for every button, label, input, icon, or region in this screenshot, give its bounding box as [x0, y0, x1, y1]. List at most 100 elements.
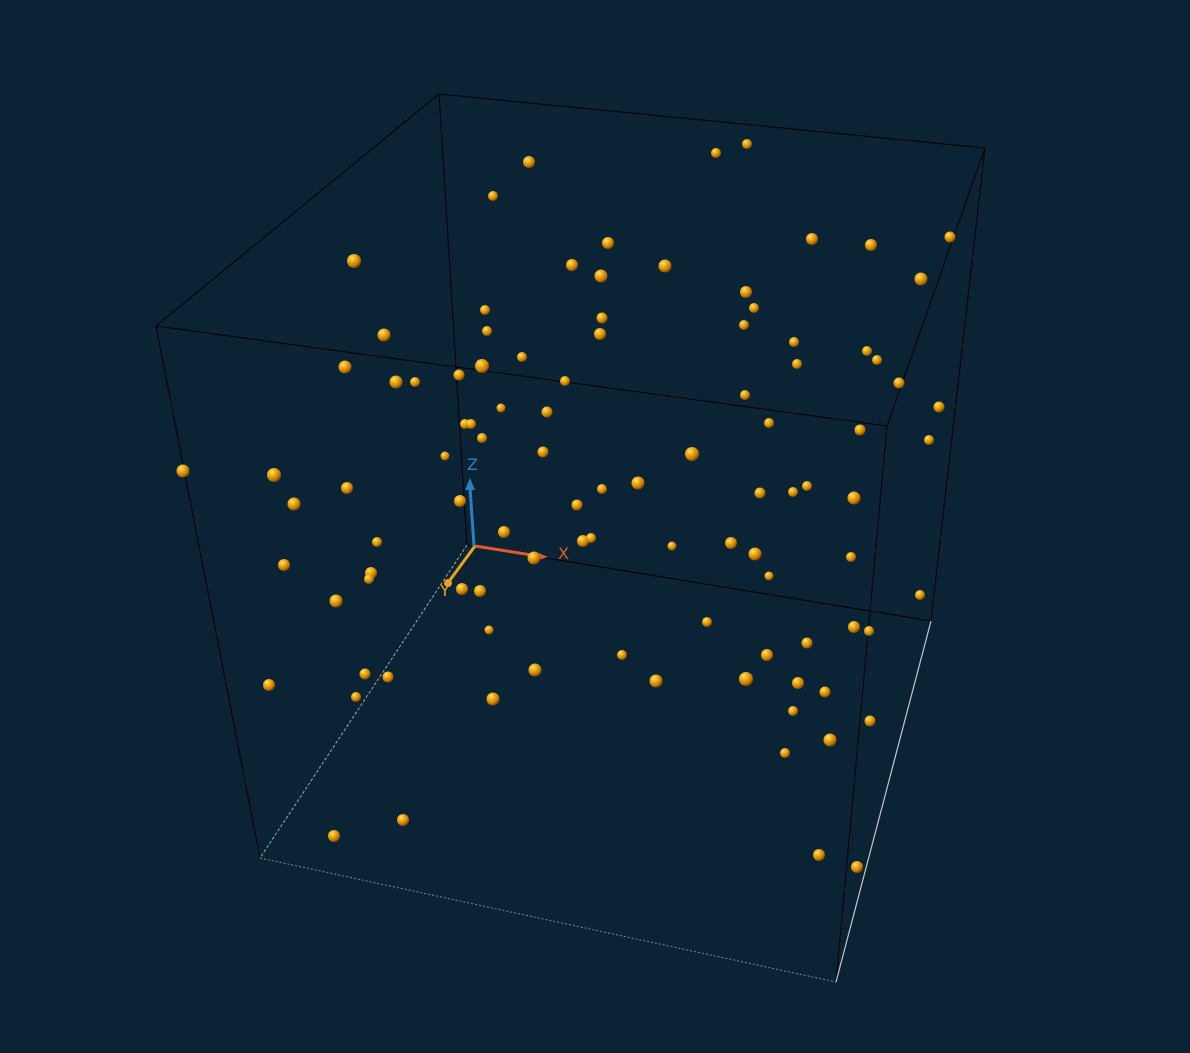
particle-sphere: [739, 320, 749, 330]
particle-sphere: [792, 677, 804, 689]
particle-sphere: [893, 377, 905, 389]
particle-sphere: [496, 403, 506, 413]
particle-sphere: [566, 259, 578, 271]
particle-sphere: [764, 571, 774, 581]
particle-sphere: [389, 375, 403, 389]
particle-sphere: [523, 156, 535, 168]
particle-sphere: [854, 424, 866, 436]
box-edge: [438, 93, 468, 546]
box-edge: [155, 325, 261, 859]
particle-sphere: [862, 346, 872, 356]
particle-sphere: [764, 418, 774, 428]
box-edge: [155, 93, 440, 327]
particle-sphere: [484, 625, 494, 635]
particle-cloud: [176, 139, 956, 873]
particle-sphere: [749, 303, 759, 313]
particle-sphere: [480, 305, 490, 315]
particle-sphere: [667, 541, 677, 551]
box-edge-lit: [835, 620, 932, 983]
particle-sphere: [864, 626, 874, 636]
particle-sphere: [594, 328, 606, 340]
particle-sphere: [617, 650, 627, 660]
particle-sphere: [847, 491, 861, 505]
box-edge-lit: [259, 857, 837, 983]
particle-sphere: [440, 451, 450, 461]
particle-sphere: [872, 355, 882, 365]
particle-sphere: [267, 468, 281, 482]
z-axis-arrow: [465, 478, 475, 490]
y-axis-label: Y: [439, 581, 450, 600]
particle-sphere: [347, 254, 361, 268]
particle-sphere: [560, 376, 570, 386]
particle-sphere: [537, 446, 549, 458]
particle-sphere: [377, 328, 391, 342]
box-edge: [438, 93, 986, 149]
y-axis-line: [448, 545, 477, 581]
particle-sphere: [802, 481, 812, 491]
particle-sphere: [649, 674, 663, 688]
particle-sphere: [789, 337, 799, 347]
particle-sphere: [865, 239, 877, 251]
z-axis-line: [468, 487, 476, 547]
particle-sphere: [924, 435, 934, 445]
particle-sphere: [915, 590, 925, 600]
particle-sphere: [475, 359, 489, 373]
particle-sphere: [711, 148, 721, 158]
particle-sphere: [848, 621, 860, 633]
particle-sphere: [454, 495, 466, 507]
particle-sphere: [761, 649, 773, 661]
particle-sphere: [788, 706, 798, 716]
particle-sphere: [602, 237, 614, 249]
particle-sphere: [780, 748, 790, 758]
particle-sphere: [742, 139, 752, 149]
particle-sphere: [527, 551, 541, 565]
particle-sphere: [740, 286, 752, 298]
particle-sphere: [594, 269, 608, 283]
particle-sphere: [488, 191, 498, 201]
box-edge: [155, 325, 888, 427]
particle-sphere: [372, 537, 382, 547]
particle-sphere: [631, 476, 645, 490]
particle-sphere: [517, 352, 527, 362]
particle-sphere: [658, 259, 672, 273]
particle-sphere: [263, 679, 275, 691]
particle-sphere: [801, 637, 813, 649]
bounding-box: [155, 93, 986, 983]
particle-sphere: [528, 663, 542, 677]
particle-sphere: [278, 559, 290, 571]
particle-sphere: [685, 447, 699, 461]
particle-sphere: [819, 686, 831, 698]
particle-sphere: [754, 487, 766, 499]
particle-sphere: [702, 617, 712, 627]
particle-sphere: [341, 482, 353, 494]
z-axis-label: Z: [467, 455, 478, 474]
particle-sphere: [456, 583, 468, 595]
particle-sphere: [474, 585, 486, 597]
particle-sphere: [914, 272, 928, 286]
particle-sphere: [541, 406, 553, 418]
particle-sphere: [748, 547, 762, 561]
particle-sphere: [933, 401, 945, 413]
particle-sphere: [864, 715, 876, 727]
particle-sphere: [351, 692, 361, 702]
y-axis-arrow: [444, 579, 452, 587]
particle-sphere: [596, 312, 608, 324]
x-axis-line: [474, 544, 539, 558]
box-edge: [930, 147, 986, 622]
box-edge: [835, 425, 888, 983]
particle-sphere: [806, 233, 818, 245]
axis-gizmo: X Z Y: [439, 455, 569, 600]
particle-sphere: [359, 668, 371, 680]
particle-sphere: [571, 499, 583, 511]
particle-sphere: [486, 692, 500, 706]
particle-sphere: [466, 419, 476, 429]
particle-sphere: [410, 377, 420, 387]
particle-sphere: [597, 484, 607, 494]
particle-sphere: [823, 733, 837, 747]
particle-sphere: [453, 369, 465, 381]
particle-sphere: [725, 537, 737, 549]
particle-sphere: [813, 849, 825, 861]
particle-sphere: [328, 830, 340, 842]
